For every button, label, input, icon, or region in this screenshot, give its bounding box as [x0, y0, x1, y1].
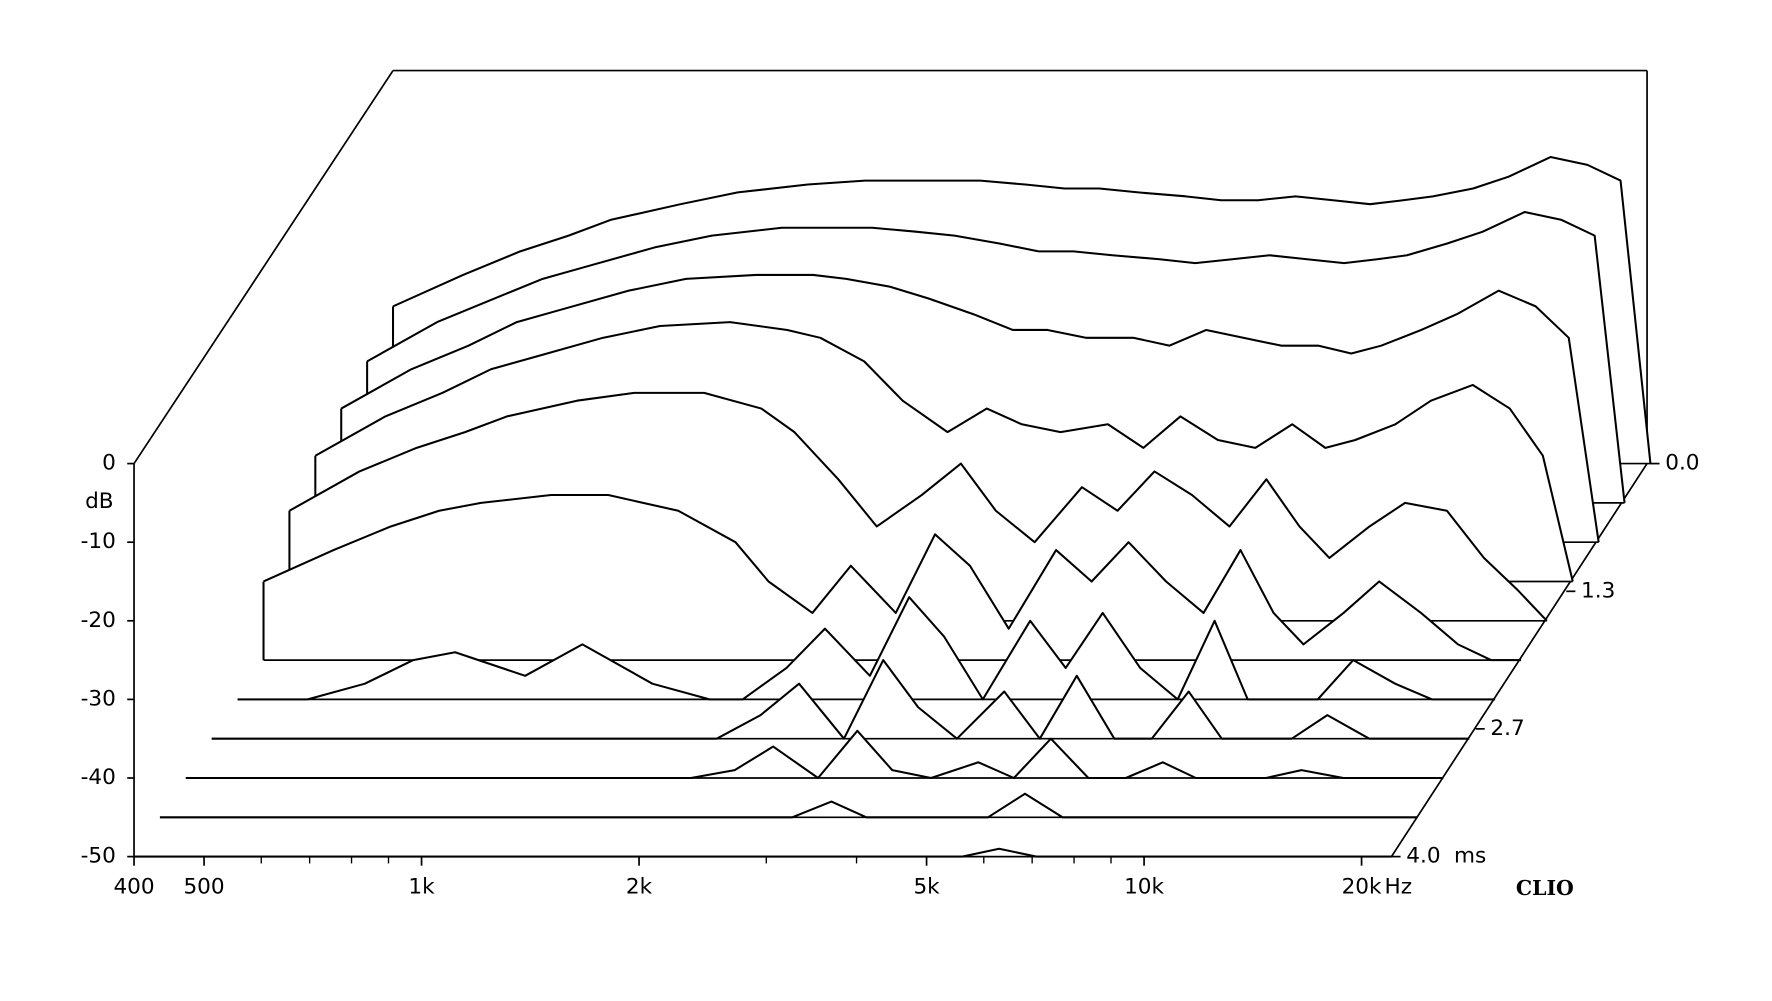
z-tick-label: 2.7	[1490, 716, 1524, 741]
x-tick-label: 2k	[626, 874, 653, 899]
slice-curve	[366, 211, 1626, 503]
y-tick-label: -10	[81, 529, 116, 554]
slice-curve	[134, 847, 1392, 858]
slice-curve	[237, 596, 1496, 701]
slice-fill	[159, 793, 1418, 818]
slice-curve	[288, 391, 1548, 622]
y-tick-label: 0	[102, 451, 116, 476]
x-tick-label: 5k	[913, 874, 940, 899]
x-tick-label: 20k	[1342, 874, 1382, 899]
slice-curve	[159, 792, 1418, 819]
y-tick-label: -40	[81, 765, 116, 790]
x-tick-label: 500	[183, 874, 224, 899]
y-tick-label: -20	[81, 608, 116, 633]
y-tick-label: -30	[81, 686, 116, 711]
slice-curve	[392, 156, 1652, 464]
slice-curve	[340, 273, 1600, 543]
z-tick-label: 0.0	[1665, 451, 1699, 476]
slice-curve	[314, 321, 1574, 582]
y-tick-label: -50	[81, 844, 116, 869]
x-tick-label: 10k	[1124, 874, 1164, 899]
slice-fill	[211, 660, 1470, 739]
brand: CLIO	[1516, 876, 1574, 900]
slice-fill	[237, 597, 1496, 700]
slice-curve	[211, 659, 1470, 740]
x-tick-label: 400	[113, 874, 154, 899]
z-unit: ms	[1454, 844, 1486, 869]
wall-edge	[133, 70, 394, 465]
x-tick-label: 1k	[408, 874, 435, 899]
slice-fill	[263, 495, 1521, 661]
x-unit: Hz	[1385, 874, 1413, 899]
slice-fill	[134, 848, 1392, 857]
y-axis-label: dB	[85, 489, 114, 514]
z-tick-label: 4.0	[1406, 844, 1440, 869]
slice-curve	[263, 494, 1521, 662]
z-tick-label: 1.3	[1581, 578, 1615, 603]
slice-curve	[185, 729, 1444, 780]
